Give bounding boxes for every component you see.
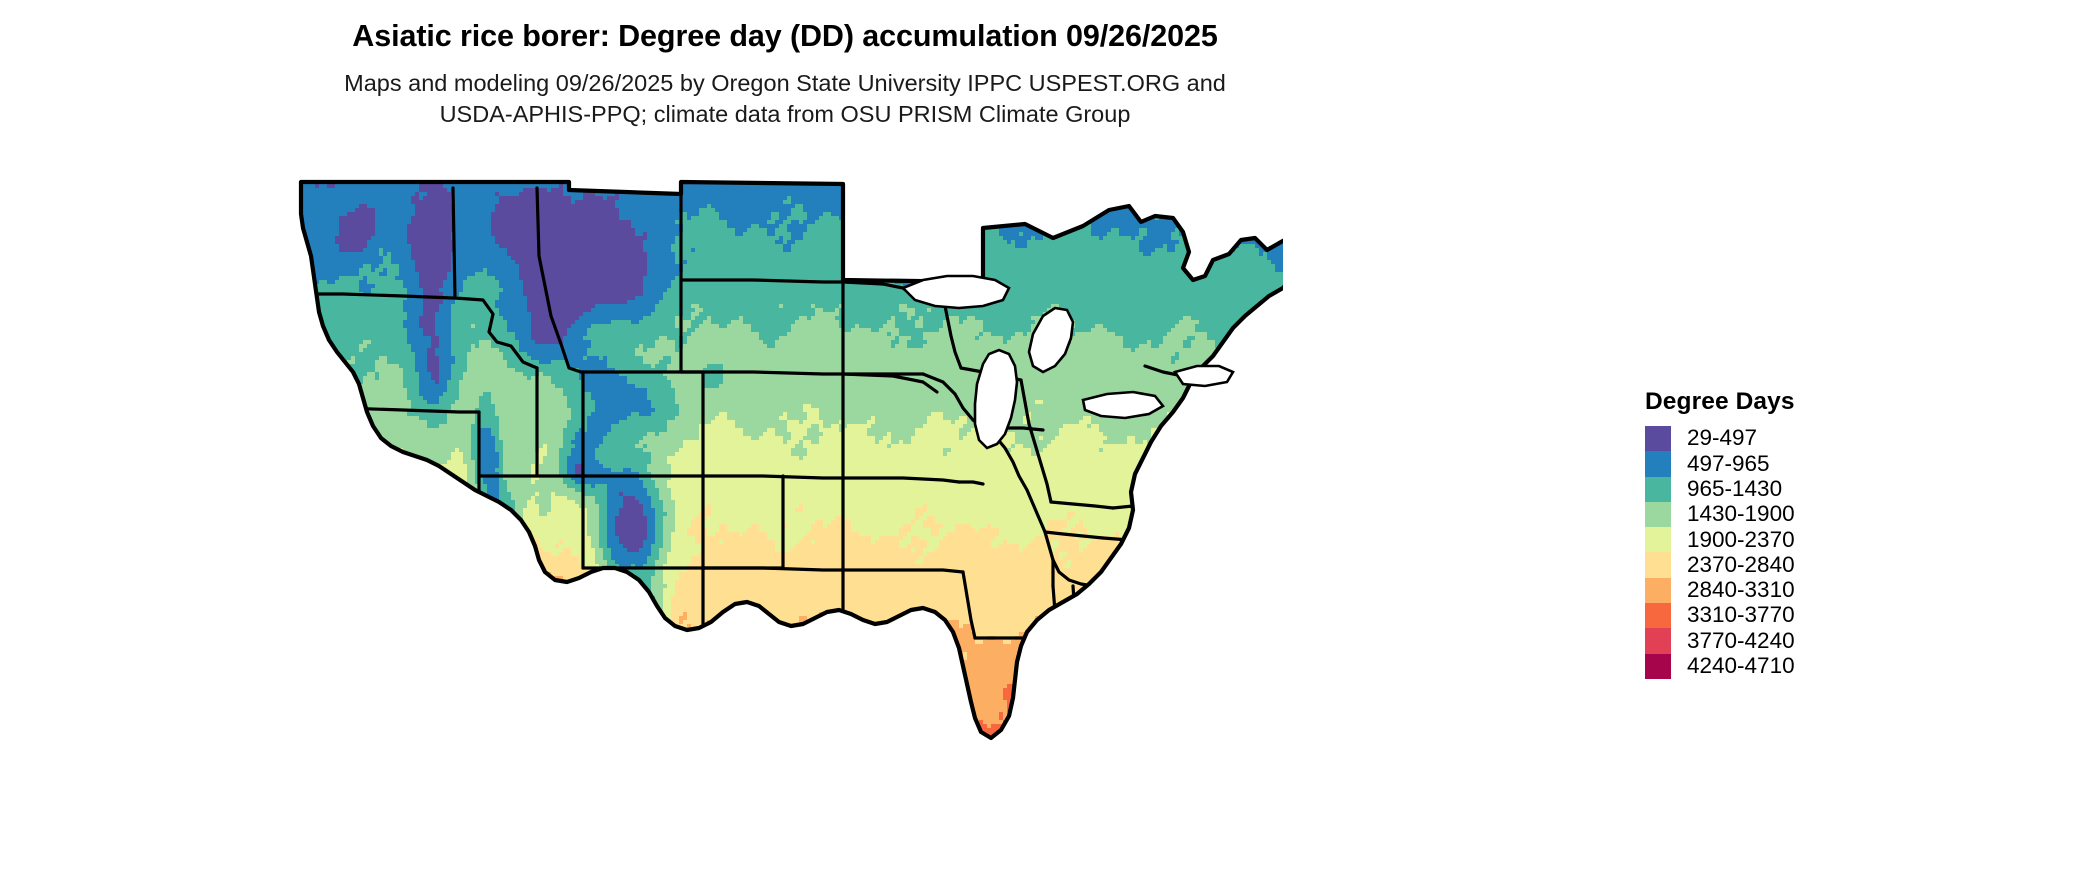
state-border	[1179, 432, 1195, 490]
state-border	[1165, 426, 1221, 498]
state-border	[1071, 584, 1081, 676]
state-border	[1091, 574, 1211, 588]
legend-label: 29-497	[1687, 425, 1758, 451]
map-subtitle: Maps and modeling 09/26/2025 by Oregon S…	[0, 68, 1570, 130]
legend-label: 1900-2370	[1687, 526, 1795, 552]
legend-swatch	[1645, 577, 1671, 604]
state-border	[1275, 384, 1283, 424]
legend-item[interactable]: 965-1430	[1645, 475, 1945, 502]
legend-swatch	[1645, 501, 1671, 528]
legend-label: 3310-3770	[1687, 602, 1795, 628]
legend-label: 2840-3310	[1687, 577, 1795, 603]
map-header: Asiatic rice borer: Degree day (DD) accu…	[0, 0, 1570, 130]
state-border	[1179, 468, 1243, 490]
dd-class-3770-4240	[363, 612, 1283, 738]
great-lake	[1081, 390, 1165, 420]
legend-label: 3770-4240	[1687, 627, 1795, 653]
great-lake	[900, 274, 1011, 310]
legend-swatch	[1645, 552, 1671, 578]
state-border	[679, 278, 845, 284]
state-border	[1127, 584, 1137, 676]
state-border	[981, 426, 1055, 562]
dd-class-2370-2840	[301, 504, 1283, 716]
legend-items: 29-497 497-965 965-1430 1430-1900 1900-2370 2…	[1645, 426, 1945, 679]
map-subtitle-line-2: USDA-APHIS-PPQ; climate data from OSU PR…	[439, 100, 1131, 127]
legend-item[interactable]: 1430-1900	[1645, 501, 1945, 528]
state-border	[573, 670, 755, 698]
legend-item[interactable]: 1900-2370	[1645, 526, 1945, 553]
state-border	[451, 186, 457, 300]
dd-class-965-1430	[301, 192, 1283, 612]
great-lakes	[900, 274, 1235, 450]
legend-item[interactable]: 29-497	[1645, 425, 1945, 452]
state-border	[701, 474, 845, 480]
state-border	[1207, 556, 1281, 578]
page-title: Asiatic rice borer: Degree day (DD) accu…	[352, 19, 1218, 53]
state-border	[957, 480, 985, 486]
choropleth-map	[283, 176, 1283, 866]
great-lake	[1172, 364, 1235, 388]
legend-item[interactable]: 2370-2840	[1645, 551, 1945, 578]
dd-class-4240-4710	[903, 780, 1203, 848]
legend-swatch	[1645, 527, 1671, 553]
state-border	[1217, 420, 1279, 430]
legend-swatch	[1645, 603, 1671, 629]
legend-swatch	[1645, 476, 1671, 502]
dd-class-1430-1900	[301, 304, 1283, 628]
state-border	[961, 570, 977, 640]
state-border	[1177, 510, 1251, 536]
state-border	[1051, 558, 1095, 588]
legend-swatch	[1645, 451, 1671, 477]
state-border	[1275, 338, 1283, 378]
state-border	[535, 186, 583, 374]
state-border	[701, 566, 845, 572]
legend-label: 497-965	[1687, 450, 1770, 476]
legend-item[interactable]: 2840-3310	[1645, 577, 1945, 604]
state-border	[841, 568, 965, 574]
state-border	[1181, 578, 1199, 646]
legend-label: 4240-4710	[1687, 653, 1795, 679]
legend-label: 2370-2840	[1687, 551, 1795, 577]
legend-swatch	[1645, 426, 1671, 452]
state-border	[1133, 672, 1185, 678]
state-border	[1049, 500, 1115, 510]
map-subtitle-line-1: Maps and modeling 09/26/2025 by Oregon S…	[344, 69, 1226, 96]
state-border	[301, 292, 455, 300]
state-border	[941, 294, 963, 370]
legend-item[interactable]: 3770-4240	[1645, 627, 1945, 654]
state-border	[453, 296, 539, 370]
state-border	[1191, 380, 1203, 436]
legend-item[interactable]: 3310-3770	[1645, 602, 1945, 629]
legend-swatch	[1645, 653, 1671, 679]
state-border	[881, 644, 895, 686]
legend-label: 965-1430	[1687, 475, 1783, 501]
legend-swatch	[1645, 628, 1671, 654]
state-border	[679, 370, 845, 376]
national-outline	[298, 179, 1283, 741]
great-lake	[1027, 306, 1075, 374]
state-border	[1043, 530, 1105, 540]
dd-class-29-497	[303, 182, 1283, 552]
state-border	[1019, 378, 1053, 504]
legend-title: Degree Days	[1645, 388, 1795, 415]
dd-class-1900-2370	[301, 400, 1283, 644]
us-degree-day-map-svg	[298, 179, 1283, 848]
dd-class-3310-3770	[301, 592, 1283, 738]
legend-label: 1430-1900	[1687, 501, 1795, 527]
map-legend: Degree Days 29-497 497-965 965-1430 1430-19…	[1645, 388, 1945, 679]
legend-item[interactable]: 497-965	[1645, 450, 1945, 477]
state-border	[841, 476, 961, 484]
great-lake	[973, 348, 1019, 450]
state-border	[1195, 608, 1263, 646]
legend-item[interactable]: 4240-4710	[1645, 653, 1945, 679]
